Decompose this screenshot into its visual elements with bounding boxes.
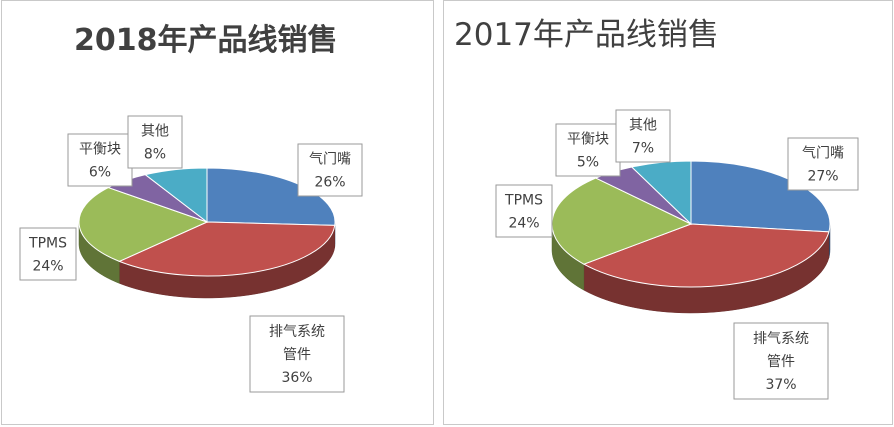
data-label-box <box>127 115 183 169</box>
data-label-box <box>495 184 553 238</box>
data-label-name: 平衡块 <box>567 132 609 148</box>
data-label-name: TPMS <box>28 236 67 252</box>
data-label-name: 排气系统 <box>269 324 325 340</box>
data-label-box <box>67 133 133 187</box>
pie-slices-2017 <box>551 160 831 288</box>
data-label-name: 平衡块 <box>79 142 121 158</box>
data-label-box <box>19 227 77 281</box>
pie-slice-其他 <box>630 160 692 226</box>
pie-slice-排气系统管件 <box>118 221 336 277</box>
data-label-其他: 其他 8% <box>127 115 183 169</box>
data-label-box <box>555 123 621 177</box>
data-label-name: 其他 <box>629 118 657 134</box>
data-label-percent: 27% <box>807 169 838 185</box>
data-label-name: 管件 <box>767 354 795 370</box>
data-label-气门嘴: 气门嘴 27% <box>787 137 859 191</box>
data-label-box <box>615 109 671 163</box>
data-label-percent: 8% <box>144 147 166 163</box>
chart-panel-2018: 2018年产品线销售 气门嘴 26% 排气系统管件 36% TPMS 24% 平衡块 6% 其他… <box>1 0 434 425</box>
data-label-name: 其他 <box>141 124 169 140</box>
chart-title-2017: 2017年产品线销售 <box>454 17 719 53</box>
data-label-name: 管件 <box>283 347 311 363</box>
data-label-TPMS: TPMS 24% <box>495 184 553 238</box>
data-label-其他: 其他 7% <box>615 109 671 163</box>
data-label-name: 气门嘴 <box>802 146 844 162</box>
data-label-box <box>297 143 363 197</box>
data-label-TPMS: TPMS 24% <box>19 227 77 281</box>
data-label-percent: 36% <box>281 370 312 386</box>
data-label-percent: 7% <box>632 141 654 157</box>
data-label-box <box>249 315 345 393</box>
data-label-box <box>733 322 829 400</box>
data-label-percent: 24% <box>32 259 63 275</box>
data-label-name: 气门嘴 <box>309 152 351 168</box>
data-label-percent: 6% <box>89 165 111 181</box>
data-label-percent: 5% <box>577 155 599 171</box>
chart-panel-2017: 2017年产品线销售 气门嘴 27% 排气系统管件 37% TPMS 24% 平衡块 5% 其他… <box>443 0 893 425</box>
data-label-气门嘴: 气门嘴 26% <box>297 143 363 197</box>
data-label-box <box>787 137 859 191</box>
data-label-percent: 26% <box>314 175 345 191</box>
data-label-name: 排气系统 <box>753 331 809 347</box>
pie-slice-其他 <box>144 167 208 224</box>
pie-slice-TPMS <box>78 187 209 262</box>
pie-slices-2018 <box>78 167 336 277</box>
data-label-percent: 37% <box>765 377 796 393</box>
data-label-percent: 24% <box>508 216 539 232</box>
data-label-平衡块: 平衡块 6% <box>67 133 133 187</box>
data-label-name: TPMS <box>504 193 543 209</box>
chart-title-2018: 2018年产品线销售 <box>74 23 338 58</box>
pie-slice-排气系统管件 <box>582 223 830 288</box>
data-label-平衡块: 平衡块 5% <box>555 123 621 177</box>
